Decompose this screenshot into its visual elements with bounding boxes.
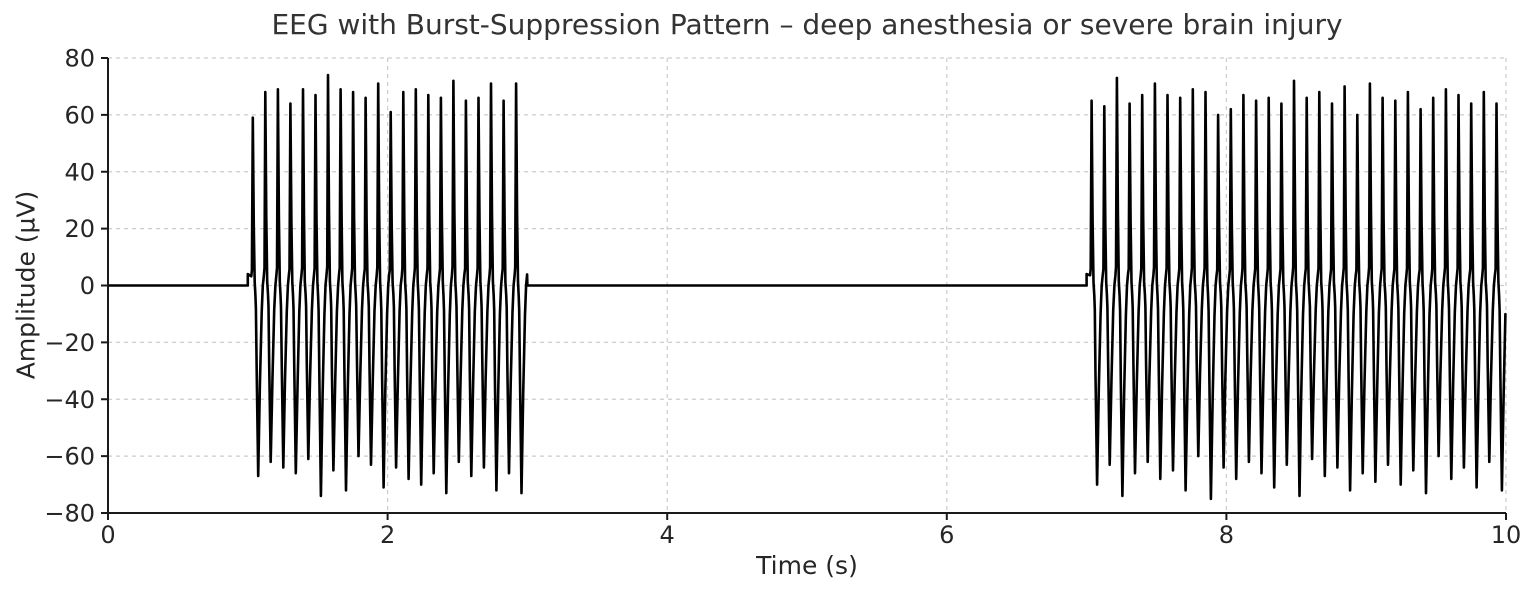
x-tick-label: 6 bbox=[939, 521, 954, 549]
y-tick-label: −20 bbox=[44, 329, 95, 357]
y-tick-label: 60 bbox=[64, 101, 95, 129]
y-tick-label: −40 bbox=[44, 386, 95, 414]
eeg-waveform-trace bbox=[106, 73, 1507, 501]
chart-title: EEG with Burst-Suppression Pattern – dee… bbox=[271, 8, 1343, 41]
x-tick-label: 4 bbox=[660, 521, 675, 549]
y-tick-label: 20 bbox=[64, 215, 95, 243]
x-tick-label: 0 bbox=[100, 521, 115, 549]
x-tick-label: 10 bbox=[1491, 521, 1522, 549]
x-tick-label: 2 bbox=[380, 521, 395, 549]
y-tick-label: −60 bbox=[44, 443, 95, 471]
x-axis-label: Time (s) bbox=[756, 551, 858, 580]
y-tick-label: 40 bbox=[64, 158, 95, 186]
y-tick-label: 0 bbox=[80, 272, 95, 300]
x-tick-label: 8 bbox=[1219, 521, 1234, 549]
y-tick-label: −80 bbox=[44, 500, 95, 528]
y-tick-label: 80 bbox=[64, 45, 95, 73]
